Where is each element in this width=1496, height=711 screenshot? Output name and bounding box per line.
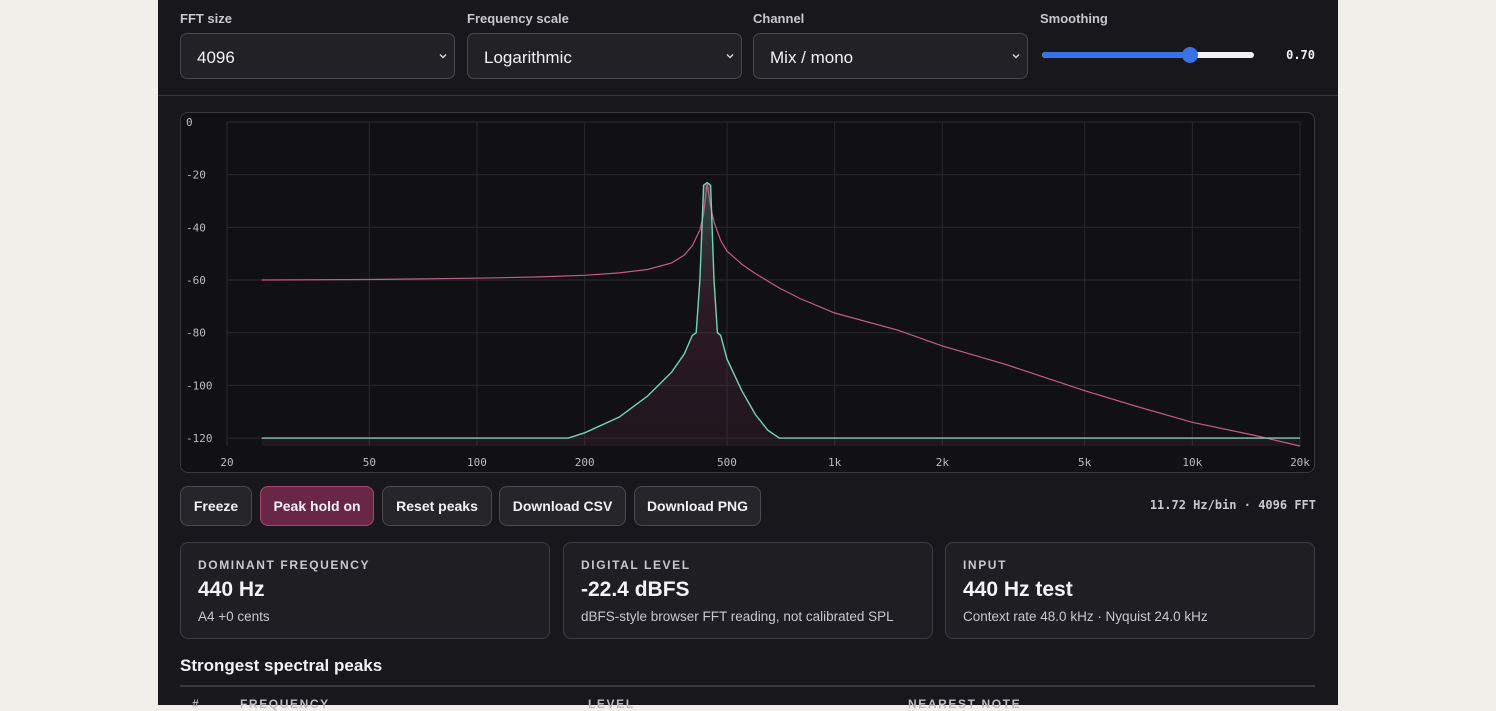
input-card: INPUT 440 Hz test Context rate 48.0 kHz …	[945, 542, 1315, 639]
smoothing-slider[interactable]	[1040, 44, 1256, 66]
download-png-button[interactable]: Download PNG	[634, 486, 761, 526]
x-tick-label: 50	[363, 456, 376, 469]
chevron-down-icon	[726, 54, 734, 59]
spectrum-chart: 20 50 100 200 500 1k 2k 5k 10k 20k 0 -20 -40 -60 -80 -1…	[180, 112, 1315, 473]
smoothing-value: 0.70	[1286, 48, 1315, 62]
x-tick-label: 20	[220, 456, 233, 469]
reset-peaks-button[interactable]: Reset peaks	[382, 486, 492, 526]
chevron-down-icon	[439, 54, 447, 59]
digital-level-value: -22.4 dBFS	[581, 578, 690, 601]
controls-bar: FFT size 4096 Frequency scale Logarithmi…	[158, 0, 1338, 96]
y-tick-label: -100	[186, 379, 213, 392]
smoothing-label: Smoothing	[1040, 11, 1108, 26]
bin-resolution-info: 11.72 Hz/bin · 4096 FFT	[1149, 498, 1316, 512]
fft-size-select[interactable]: 4096	[180, 33, 455, 79]
column-header-level: LEVEL	[588, 697, 635, 711]
y-tick-label: 0	[186, 116, 193, 129]
dominant-frequency-card: DOMINANT FREQUENCY 440 Hz A4 +0 cents	[180, 542, 550, 639]
x-tick-label: 500	[717, 456, 737, 469]
x-tick-label: 20k	[1290, 456, 1310, 469]
x-tick-label: 100	[467, 456, 487, 469]
y-tick-label: -40	[186, 221, 206, 234]
card-label: INPUT	[963, 558, 1007, 572]
x-tick-label: 10k	[1182, 456, 1202, 469]
chevron-down-icon	[1012, 54, 1020, 59]
channel-select[interactable]: Mix / mono	[753, 33, 1028, 79]
analyzer-panel: FFT size 4096 Frequency scale Logarithmi…	[158, 0, 1338, 711]
live-spectrum-line	[261, 181, 1300, 439]
download-csv-button[interactable]: Download CSV	[499, 486, 626, 526]
level-note: dBFS-style browser FFT reading, not cali…	[581, 609, 894, 624]
input-value: 440 Hz test	[963, 578, 1073, 601]
x-tick-label: 1k	[828, 456, 842, 469]
slider-track	[1042, 52, 1254, 58]
x-tick-label: 5k	[1078, 456, 1092, 469]
digital-level-card: DIGITAL LEVEL -22.4 dBFS dBFS-style brow…	[563, 542, 933, 639]
column-header-frequency: FREQUENCY	[240, 697, 330, 711]
spectrum-fill-area	[261, 182, 1300, 446]
x-tick-label: 200	[575, 456, 595, 469]
y-tick-label: -120	[186, 432, 213, 445]
slider-fill	[1042, 52, 1191, 58]
x-tick-label: 2k	[936, 456, 950, 469]
channel-label: Channel	[753, 11, 805, 26]
fft-size-value: 4096	[197, 48, 235, 67]
note-readout: A4 +0 cents	[198, 609, 270, 624]
spectrum-plot: 20 50 100 200 500 1k 2k 5k 10k 20k 0 -20 -40 -60 -80 -1…	[186, 116, 1310, 469]
column-header-rank: #	[192, 697, 201, 711]
card-label: DOMINANT FREQUENCY	[198, 558, 371, 572]
y-tick-label: -60	[186, 274, 206, 287]
slider-thumb[interactable]	[1182, 47, 1199, 63]
y-tick-label: -20	[186, 169, 206, 182]
fft-size-label: FFT size	[180, 11, 233, 26]
peak-hold-line	[261, 182, 1301, 447]
sample-rate-info: Context rate 48.0 kHz · Nyquist 24.0 kHz	[963, 609, 1208, 624]
channel-value: Mix / mono	[770, 48, 854, 67]
card-label: DIGITAL LEVEL	[581, 558, 691, 572]
frequency-scale-select[interactable]: Logarithmic	[467, 33, 742, 79]
y-tick-label: -80	[186, 327, 206, 340]
peak-hold-button[interactable]: Peak hold on	[260, 486, 374, 526]
peaks-table-divider	[180, 685, 1315, 687]
dominant-frequency-value: 440 Hz	[198, 578, 265, 601]
frequency-scale-value: Logarithmic	[484, 48, 572, 67]
peaks-section-title: Strongest spectral peaks	[180, 656, 383, 675]
frequency-scale-label: Frequency scale	[467, 11, 569, 26]
column-header-nearest-note: NEAREST NOTE	[908, 697, 1022, 711]
freeze-button[interactable]: Freeze	[180, 486, 252, 526]
